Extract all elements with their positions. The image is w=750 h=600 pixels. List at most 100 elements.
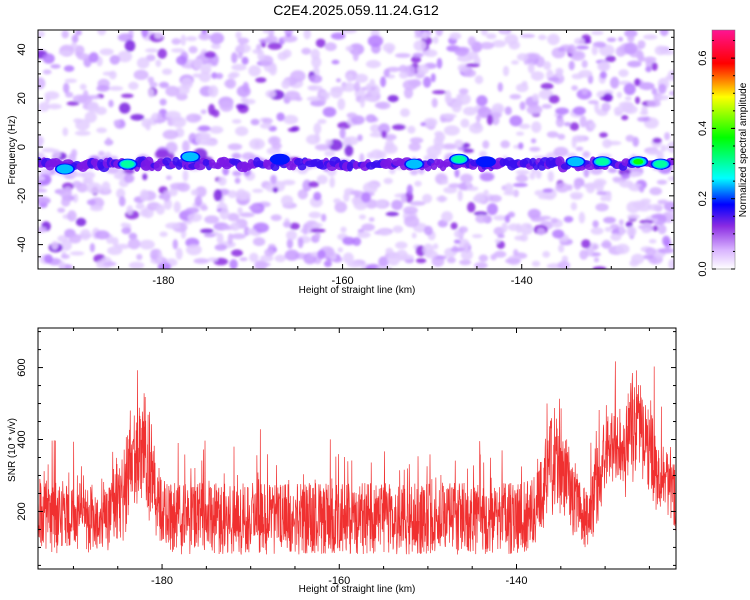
noise-cell <box>605 55 616 63</box>
noise-cell <box>583 167 590 178</box>
noise-cell <box>69 251 85 256</box>
noise-cell <box>310 228 326 233</box>
noise-cell <box>660 144 667 152</box>
noise-cell <box>361 192 371 203</box>
noise-cell <box>574 37 585 45</box>
noise-cell <box>581 239 591 249</box>
noise-cell <box>581 87 588 95</box>
noise-cell <box>400 108 410 117</box>
noise-cell <box>180 34 186 46</box>
noise-cell <box>401 193 407 204</box>
noise-cell <box>75 51 82 57</box>
noise-cell <box>642 254 654 260</box>
noise-cell <box>39 168 51 175</box>
noise-cell <box>535 170 542 179</box>
noise-cell <box>509 115 523 127</box>
noise-cell <box>416 64 429 75</box>
noise-cell <box>317 119 327 124</box>
noise-cell <box>634 78 641 87</box>
noise-cell <box>386 66 401 73</box>
noise-cell <box>409 169 419 176</box>
noise-cell <box>409 201 426 206</box>
noise-cell <box>658 247 674 254</box>
noise-cell <box>424 225 433 236</box>
noise-cell <box>472 195 486 203</box>
spectrogram-ylabel: Frequency (Hz) <box>7 116 18 185</box>
noise-cell <box>165 85 180 97</box>
noise-cell <box>308 181 320 188</box>
noise-cell <box>450 222 458 230</box>
noise-cell <box>76 182 89 193</box>
noise-cell <box>493 215 508 221</box>
noise-cell <box>317 249 326 260</box>
noise-cell <box>286 230 297 241</box>
noise-cell <box>97 30 107 36</box>
noise-cell <box>406 184 413 195</box>
noise-cell <box>316 174 328 185</box>
noise-cell <box>392 225 404 233</box>
noise-cell <box>542 188 553 193</box>
noise-cell <box>188 46 198 54</box>
noise-cell <box>321 213 327 222</box>
noise-cell <box>441 113 457 119</box>
noise-cell <box>86 182 103 194</box>
noise-cell <box>145 48 159 53</box>
noise-cell <box>505 258 521 264</box>
noise-cell <box>444 90 452 102</box>
noise-cell <box>276 112 285 122</box>
noise-cell <box>370 124 380 133</box>
colorbar-label: Normalized spectral amplitude <box>738 82 749 217</box>
noise-cell <box>257 51 265 61</box>
noise-cell <box>120 222 129 228</box>
hotspot <box>567 157 584 167</box>
noise-cell <box>513 249 519 257</box>
noise-cell <box>141 30 149 38</box>
noise-cell <box>411 232 417 239</box>
noise-cell <box>465 180 472 187</box>
noise-cell <box>594 101 600 114</box>
noise-cell <box>77 95 93 104</box>
noise-cell <box>308 211 322 219</box>
noise-cell <box>465 63 480 68</box>
noise-cell <box>195 134 211 146</box>
noise-cell <box>409 137 424 144</box>
noise-cell <box>208 85 219 98</box>
noise-cell <box>62 127 69 137</box>
noise-cell <box>603 93 613 102</box>
noise-cell <box>248 204 262 211</box>
noise-cell <box>87 101 100 113</box>
noise-cell <box>66 101 80 106</box>
noise-cell <box>578 211 586 224</box>
noise-cell <box>128 261 145 269</box>
noise-cell <box>330 32 346 40</box>
noise-cell <box>365 114 377 123</box>
noise-cell <box>212 109 220 118</box>
noise-cell <box>75 30 82 36</box>
noise-cell <box>58 260 66 269</box>
noise-cell <box>219 100 234 112</box>
noise-cell <box>72 193 79 203</box>
noise-cell <box>171 116 187 128</box>
noise-cell <box>96 85 110 92</box>
noise-cell <box>637 116 650 122</box>
noise-cell <box>186 244 202 256</box>
noise-cell <box>641 227 651 234</box>
noise-cell <box>555 117 565 128</box>
noise-cell <box>592 266 607 269</box>
noise-cell <box>265 90 277 98</box>
noise-cell <box>527 62 535 74</box>
colorbar-axis: 0.0 0.2 0.4 0.6 <box>697 40 735 277</box>
noise-cell <box>235 31 242 40</box>
noise-cell <box>347 261 363 268</box>
noise-cell <box>227 73 238 79</box>
noise-cell <box>463 69 476 78</box>
noise-cell <box>192 58 203 70</box>
noise-cell <box>624 30 638 38</box>
noise-cell <box>610 233 622 241</box>
noise-cell <box>383 177 393 185</box>
noise-cell <box>264 248 275 257</box>
noise-cell <box>155 59 162 67</box>
noise-cell <box>504 214 511 223</box>
noise-cell <box>308 85 317 91</box>
noise-cell <box>631 253 645 265</box>
